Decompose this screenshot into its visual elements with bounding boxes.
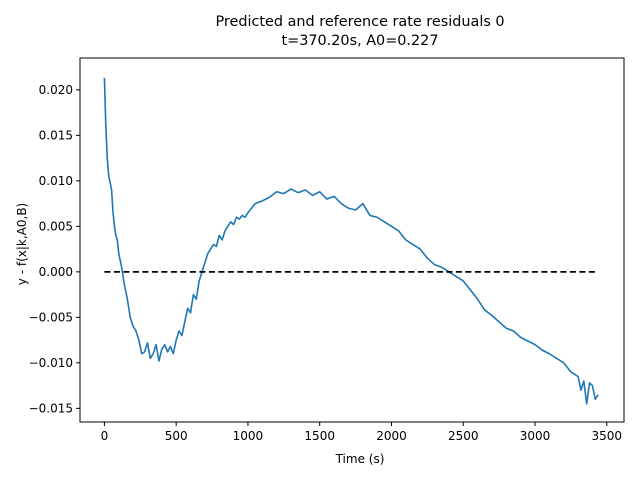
axes-frame xyxy=(79,57,625,423)
x-tick-label: 3500 xyxy=(592,429,623,443)
y-tick-label: 0.020 xyxy=(39,83,73,97)
y-tick-label: 0.010 xyxy=(39,174,73,188)
y-tick-label: 0.005 xyxy=(39,219,73,233)
residual-series-line xyxy=(103,77,599,405)
x-tick-label: 1000 xyxy=(233,429,264,443)
chart-title: Predicted and reference rate residuals 0 xyxy=(215,14,504,30)
y-tick-label: −0.005 xyxy=(29,310,73,324)
y-axis-label: y - f(x|k,A0,B) xyxy=(15,203,29,285)
y-tick-label: 0.000 xyxy=(39,265,73,279)
x-tick-label: 0 xyxy=(101,429,109,443)
x-tick-label: 1500 xyxy=(304,429,335,443)
x-tick-label: 3000 xyxy=(520,429,551,443)
plot-area xyxy=(103,77,599,405)
chart-subtitle: t=370.20s, A0=0.227 xyxy=(282,33,439,49)
x-tick-label: 500 xyxy=(165,429,188,443)
x-tick-label: 2500 xyxy=(448,429,479,443)
y-tick-label: −0.010 xyxy=(29,356,73,370)
x-tick-label: 2000 xyxy=(376,429,407,443)
y-tick-label: −0.015 xyxy=(29,401,73,415)
axes: 0 500 1000 1500 2000 2500 3000 3500 −0.015 −0.010… xyxy=(29,57,625,443)
y-tick-label: 0.015 xyxy=(39,128,73,142)
x-axis-label: Time (s) xyxy=(335,452,385,466)
